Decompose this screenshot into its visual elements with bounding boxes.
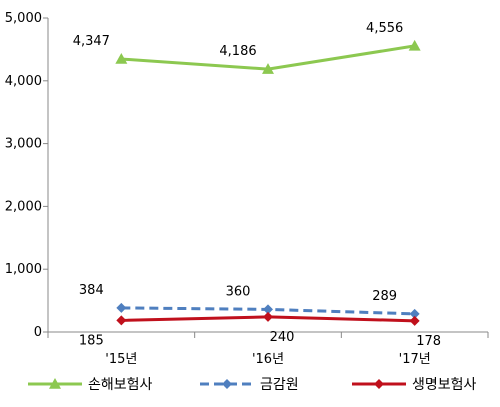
y-tick-label: 2,000 (5, 199, 42, 214)
y-tick-label: 5,000 (5, 11, 42, 26)
data-label: 289 (372, 289, 397, 304)
y-tick-label: 0 (34, 325, 42, 340)
data-point-marker (408, 39, 421, 51)
data-labels: 4,347 4,186 4,556 384 360 289 185 240 178 (73, 21, 441, 349)
data-label: 178 (416, 334, 441, 349)
series-layer (115, 39, 421, 326)
x-tick-label: '17년 (399, 352, 431, 367)
x-tick-label: '16년 (252, 352, 284, 367)
data-point-marker (262, 63, 274, 74)
data-point-marker (409, 308, 420, 319)
data-point-marker (116, 302, 127, 313)
y-tick-label: 1,000 (5, 262, 42, 277)
y-tick-label: 4,000 (5, 74, 42, 89)
data-label: 240 (270, 330, 295, 345)
axes: 0 1,000 2,000 3,000 4,000 5,000 '15년 '16년 '17년 (5, 11, 489, 367)
data-label: 4,556 (366, 21, 403, 36)
legend-swatch-marker (222, 379, 232, 389)
legend-label: 손해보험사 (88, 377, 153, 393)
data-point-marker (263, 304, 273, 315)
legend-label: 생명보험사 (412, 377, 477, 393)
data-point-marker (263, 311, 273, 322)
data-label: 4,186 (219, 44, 256, 59)
data-label: 185 (79, 333, 104, 348)
legend-label: 금감원 (260, 377, 299, 393)
data-point-marker (115, 53, 128, 64)
data-label: 384 (79, 283, 104, 298)
data-label: 360 (226, 284, 251, 299)
legend-swatch-marker (374, 379, 384, 389)
data-point-marker (409, 315, 420, 326)
legend: 손해보험사 금감원 생명보험사 (28, 377, 477, 393)
legend-swatch-marker (49, 378, 61, 389)
y-tick-label: 3,000 (5, 137, 42, 152)
data-label: 4,347 (73, 34, 110, 49)
x-tick-label: '15년 (105, 352, 137, 367)
data-point-marker (116, 315, 127, 326)
